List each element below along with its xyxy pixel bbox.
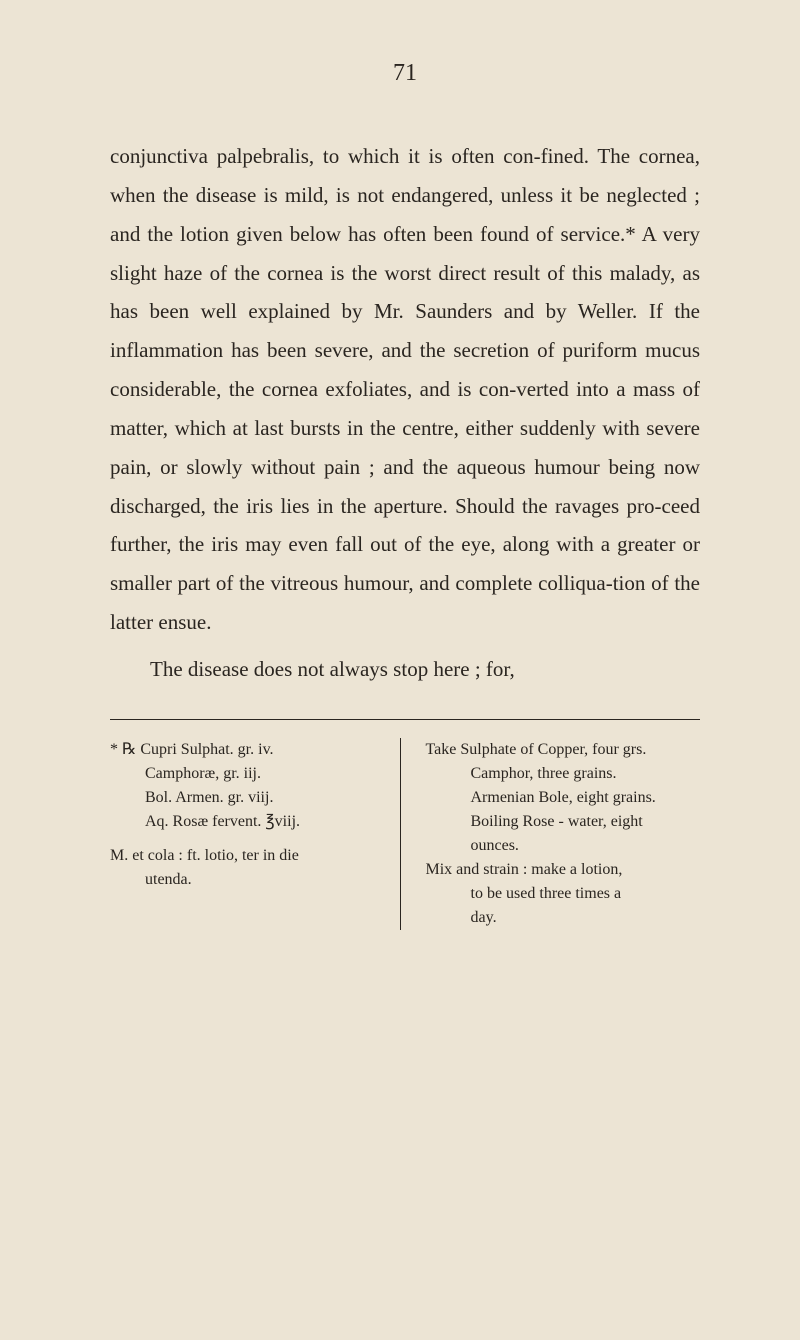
footnote-line: day. <box>426 906 701 930</box>
footnote-line: Aq. Rosæ fervent. ℥viij. <box>110 810 385 834</box>
footnote-line: Camphor, three grains. <box>426 762 701 786</box>
body-paragraph: conjunctiva palpebralis, to which it is … <box>110 137 700 642</box>
footnote-section: * ℞ Cupri Sulphat. gr. iv. Camphoræ, gr.… <box>110 738 700 930</box>
footnote-line: Bol. Armen. gr. viij. <box>110 786 385 810</box>
footnote-line: to be used three times a <box>426 882 701 906</box>
footnote-line: utenda. <box>110 868 385 892</box>
footnote-line: Mix and strain : make a lotion, <box>426 858 701 882</box>
footnote-line: * ℞ Cupri Sulphat. gr. iv. <box>110 738 385 762</box>
footnote-line: M. et cola : ft. lotio, ter in die <box>110 844 385 868</box>
footnote-line: Take Sulphate of Copper, four grs. <box>426 738 701 762</box>
footnote-line: Camphoræ, gr. iij. <box>110 762 385 786</box>
footnote-line: ounces. <box>426 834 701 858</box>
indent-paragraph: The disease does not always stop here ; … <box>110 650 700 689</box>
footnote-right-column: Take Sulphate of Copper, four grs. Camph… <box>421 738 701 930</box>
spacer <box>110 834 385 844</box>
footnote-left-column: * ℞ Cupri Sulphat. gr. iv. Camphoræ, gr.… <box>110 738 401 930</box>
footnote-divider <box>110 719 700 720</box>
footnote-line: Armenian Bole, eight grains. <box>426 786 701 810</box>
footnote-line: Boiling Rose - water, eight <box>426 810 701 834</box>
page-number: 71 <box>110 60 700 87</box>
